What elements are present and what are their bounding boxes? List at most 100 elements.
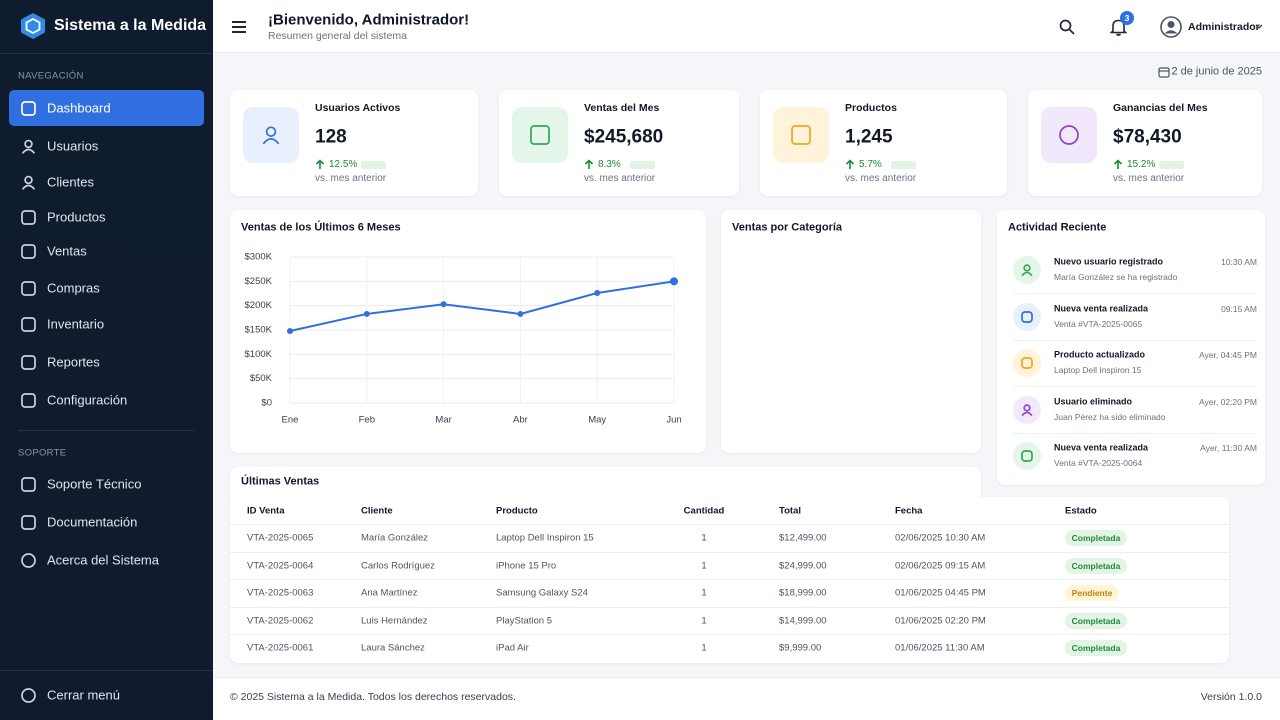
nav-item[interactable]: Dashboard xyxy=(47,100,111,116)
arrow-shape xyxy=(845,159,855,169)
divider xyxy=(1013,293,1257,294)
table-cell: Ana Martínez xyxy=(361,587,418,599)
activity-item-title: Producto actualizado xyxy=(1054,349,1146,360)
icon xyxy=(21,139,35,154)
table-cell: Carlos Rodríguez xyxy=(361,559,435,571)
avatar xyxy=(1160,16,1182,38)
table-cell: VTA-2025-0061 xyxy=(247,642,314,654)
activity-icon-bg xyxy=(1013,302,1041,331)
column-header: Fecha xyxy=(895,505,923,517)
kpi-icon-box xyxy=(512,107,568,163)
close-menu[interactable]: Cerrar menú xyxy=(47,687,120,703)
kpi-label: Ventas del Mes xyxy=(584,101,660,114)
chevron xyxy=(1255,24,1263,29)
table-cell: 1 xyxy=(701,587,707,599)
avatar-head xyxy=(1167,21,1175,28)
row-divider xyxy=(230,551,1229,553)
table-cell: Samsung Galaxy S24 xyxy=(496,587,588,599)
icon-shape xyxy=(21,184,35,190)
trend-bar xyxy=(1159,161,1184,169)
activity-item-title: Nuevo usuario registrado xyxy=(1054,256,1164,267)
activity-card xyxy=(997,210,1265,485)
icon xyxy=(20,687,36,703)
activity-item-text: Juan Pérez ha sido eliminado xyxy=(1054,411,1166,422)
kpi-value: 1,245 xyxy=(845,126,893,148)
kpi-value: 128 xyxy=(315,126,347,148)
table-cell: VTA-2025-0062 xyxy=(247,614,314,626)
nav-item[interactable]: Soporte Técnico xyxy=(47,476,142,492)
kpi-icon-box xyxy=(773,107,829,163)
status-pill xyxy=(1065,585,1119,601)
activity-item-text: María González se ha registrado xyxy=(1054,271,1178,282)
icon-shape xyxy=(20,209,36,225)
status-label: Completada xyxy=(1071,642,1121,653)
icon xyxy=(20,280,36,296)
table-cell: $18,999.00 xyxy=(779,587,827,599)
nav-item-active[interactable] xyxy=(9,90,204,126)
status-label: Completada xyxy=(1071,615,1121,626)
nav-item[interactable]: Ventas xyxy=(47,243,87,259)
table-cell: PlayStation 5 xyxy=(496,614,552,626)
divider xyxy=(1013,432,1257,434)
icon-shape xyxy=(20,476,36,492)
menu-button xyxy=(232,21,246,33)
nav-item[interactable]: Configuración xyxy=(47,392,128,408)
notifications-button xyxy=(1109,19,1128,36)
nav-item[interactable]: Acerca del Sistema xyxy=(47,552,159,568)
status-pill xyxy=(1065,557,1127,574)
row-divider xyxy=(230,606,1229,608)
status-pill xyxy=(1065,640,1127,656)
status-label: Completada xyxy=(1071,532,1121,543)
activity-item-time: Ayer, 04:45 PM xyxy=(1199,349,1257,360)
trend-arrow xyxy=(315,159,325,169)
table-cell: $9,999.00 xyxy=(779,642,822,654)
table-cell: Laura Sánchez xyxy=(361,642,425,654)
kpi-note: vs. mes anterior xyxy=(315,173,387,184)
activity-item-title: Usuario eliminado xyxy=(1054,396,1133,406)
nav-item[interactable]: Compras xyxy=(47,280,100,296)
status-pill xyxy=(1065,530,1127,546)
nav-item[interactable]: Clientes xyxy=(47,174,94,190)
nav-item[interactable]: Inventario xyxy=(47,316,105,332)
arrow-shape xyxy=(315,159,325,169)
section-title: SOPORTE xyxy=(18,447,67,459)
nav-item[interactable]: Productos xyxy=(47,209,106,225)
table-cell: Laptop Dell Inspiron 15 xyxy=(496,532,594,544)
icon-shape xyxy=(20,552,36,568)
icon xyxy=(1021,357,1033,369)
nav-item[interactable]: Usuarios xyxy=(47,138,99,154)
kpi-label: Ganancias del Mes xyxy=(1113,101,1208,114)
icon xyxy=(21,175,35,190)
footer-version: Versión 1.0.0 xyxy=(1200,690,1262,703)
kpi-change: 8.3% xyxy=(598,159,621,170)
chart-card xyxy=(721,210,981,453)
kpi-note: vs. mes anterior xyxy=(584,173,656,184)
trend-bar xyxy=(891,161,916,169)
icon xyxy=(20,392,36,408)
table-body xyxy=(230,497,1229,663)
logo-shape xyxy=(21,13,45,39)
icon xyxy=(791,125,811,145)
table-cell: $14,999.00 xyxy=(779,614,827,626)
column-header: Cliente xyxy=(361,505,393,517)
nav-item[interactable]: Documentación xyxy=(47,514,138,530)
icon-shape xyxy=(265,126,277,137)
page-subtitle: Resumen general del sistema xyxy=(268,29,407,42)
icon-shape xyxy=(20,316,36,332)
kpi-change: 12.5% xyxy=(329,159,358,170)
nav-item[interactable]: Reportes xyxy=(47,354,100,370)
icon-shape xyxy=(20,687,36,703)
activity-item-time: 09:15 AM xyxy=(1221,303,1257,314)
divider xyxy=(18,430,195,431)
divider xyxy=(1013,339,1257,341)
table-cell: María González xyxy=(361,532,429,544)
activity-icon-bg xyxy=(1013,349,1041,377)
table-cell: VTA-2025-0063 xyxy=(247,587,314,599)
divider xyxy=(0,53,213,54)
activity-item-title: Nueva venta realizada xyxy=(1054,303,1149,313)
column-header: Estado xyxy=(1065,505,1097,517)
column-header: Producto xyxy=(496,505,538,517)
status-pill xyxy=(1065,612,1127,629)
footer-copyright: © 2025 Sistema a la Medida. Todos los de… xyxy=(230,690,516,703)
table-cell: 01/06/2025 04:45 PM xyxy=(895,587,986,599)
